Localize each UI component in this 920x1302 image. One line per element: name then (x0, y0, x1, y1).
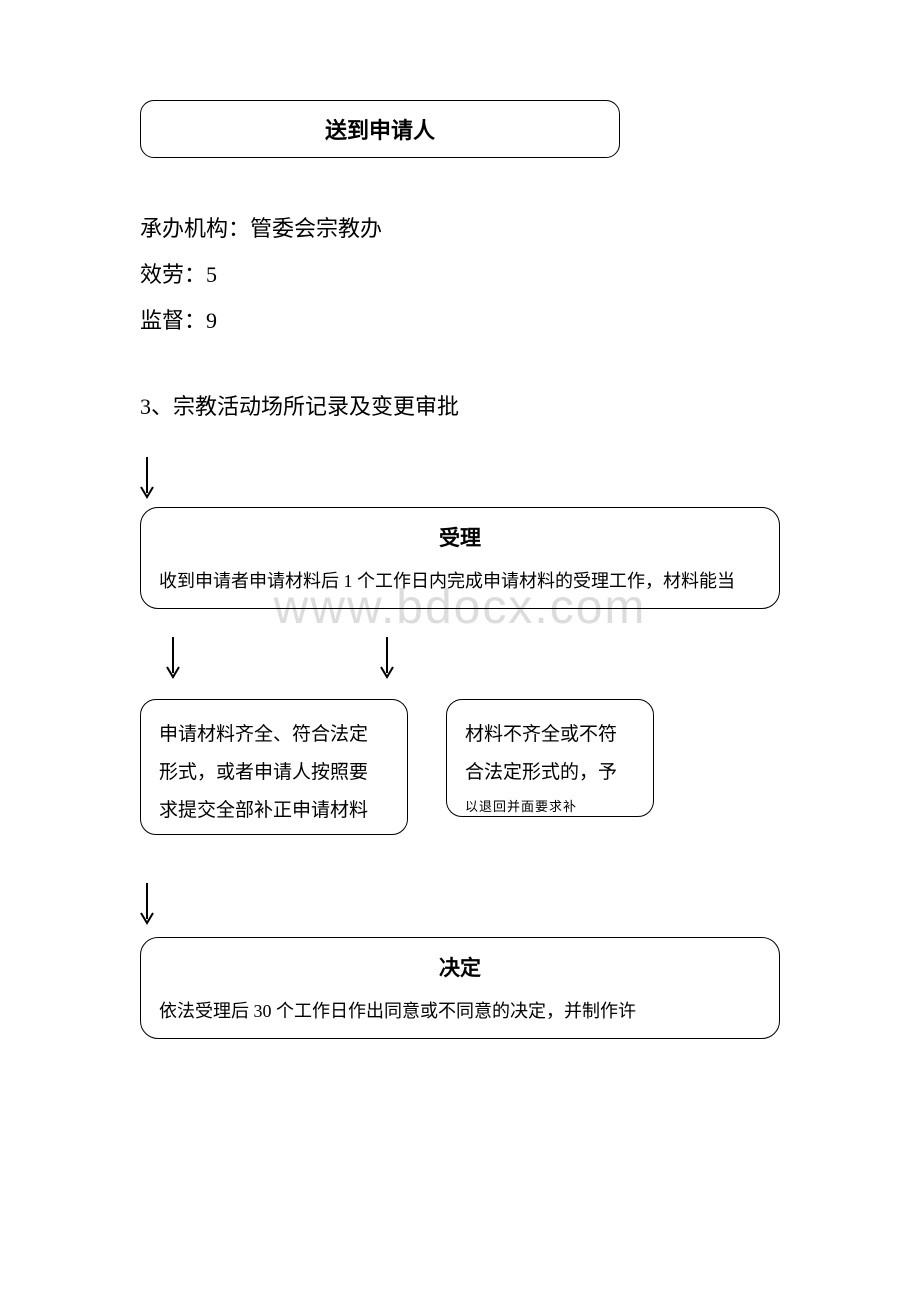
supervision-value: 9 (206, 308, 217, 333)
supervision-label: 监督： (140, 308, 206, 333)
organization-label: 承办机构： (140, 216, 250, 241)
materials-incomplete-line1: 材料不齐全或不符 (465, 716, 635, 754)
materials-complete-line3: 求提交全部补正申请材料 (159, 792, 389, 830)
arrow-down-icon (140, 883, 780, 927)
arrow-down-icon (166, 637, 180, 681)
deliver-applicant-label: 送到申请人 (325, 113, 435, 145)
materials-incomplete-line2: 合法定形式的，予 (465, 754, 635, 792)
arrow-down-icon (380, 637, 394, 681)
branch-arrows (140, 637, 780, 681)
decision-body: 依法受理后 30 个工作日作出同意或不同意的决定，并制作许 (159, 994, 761, 1028)
service-line: 效劳：5 (140, 252, 780, 298)
organization-value: 管委会宗教办 (250, 216, 382, 241)
materials-incomplete-truncated: 以退回并面要求补 (465, 794, 635, 817)
supervision-line: 监督：9 (140, 298, 780, 344)
service-value: 5 (206, 262, 217, 287)
acceptance-title: 受理 (159, 522, 761, 552)
organization-line: 承办机构：管委会宗教办 (140, 206, 780, 252)
service-label: 效劳： (140, 262, 206, 287)
acceptance-box: 受理 收到申请者申请材料后 1 个工作日内完成申请材料的受理工作，材料能当 (140, 507, 780, 609)
decision-box: 决定 依法受理后 30 个工作日作出同意或不同意的决定，并制作许 (140, 937, 780, 1039)
materials-complete-line1: 申请材料齐全、符合法定 (159, 716, 389, 754)
section-3-title: 3、宗教活动场所记录及变更审批 (140, 389, 780, 421)
materials-complete-box: 申请材料齐全、符合法定 形式，或者申请人按照要 求提交全部补正申请材料 (140, 699, 408, 835)
decision-title: 决定 (159, 952, 761, 982)
acceptance-body: 收到申请者申请材料后 1 个工作日内完成申请材料的受理工作，材料能当 (159, 564, 761, 598)
materials-complete-line2: 形式，或者申请人按照要 (159, 754, 389, 792)
branch-row: 申请材料齐全、符合法定 形式，或者申请人按照要 求提交全部补正申请材料 材料不齐… (140, 699, 780, 835)
materials-incomplete-box: 材料不齐全或不符 合法定形式的，予 以退回并面要求补 (446, 699, 654, 817)
arrow-down-icon (140, 457, 780, 501)
page-content: 送到申请人 承办机构：管委会宗教办 效劳：5 监督：9 3、宗教活动场所记录及变… (0, 0, 920, 1039)
deliver-applicant-box: 送到申请人 (140, 100, 620, 158)
